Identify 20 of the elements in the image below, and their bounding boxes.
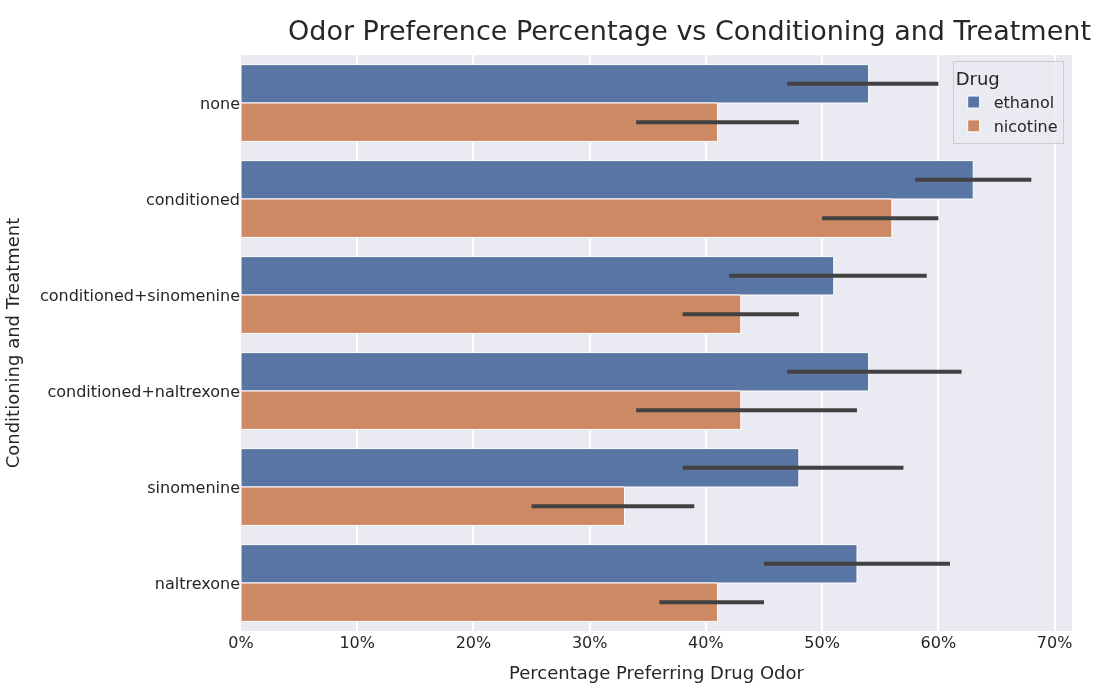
x-tick-label: 0% <box>228 633 254 652</box>
x-tick-label: 60% <box>920 633 957 652</box>
x-tick-label: 70% <box>1036 633 1073 652</box>
y-tick-label: conditioned <box>146 189 240 209</box>
legend-title: Drug <box>955 68 1000 90</box>
y-tick-label: conditioned+sinomenine <box>39 285 240 305</box>
x-tick-label: 10% <box>339 633 375 652</box>
y-tick-label: sinomenine <box>147 477 240 497</box>
legend-label: nicotine <box>993 117 1058 137</box>
y-axis-title: Conditioning and Treatment <box>2 217 24 469</box>
y-tick-label: conditioned+naltrexone <box>47 381 240 401</box>
chart-title: Odor Preference Percentage vs Conditioning and Treatment <box>288 14 1091 46</box>
x-tick-label: 30% <box>571 633 608 652</box>
y-tick-label: none <box>200 93 240 113</box>
y-tick-label: naltrexone <box>154 573 240 593</box>
x-tick-label: 50% <box>804 633 840 652</box>
legend-label: ethanol <box>993 93 1055 113</box>
x-tick-label: 20% <box>455 633 492 652</box>
x-axis-title: Percentage Preferring Drug Odor <box>509 662 805 684</box>
x-tick-label: 40% <box>688 633 724 652</box>
